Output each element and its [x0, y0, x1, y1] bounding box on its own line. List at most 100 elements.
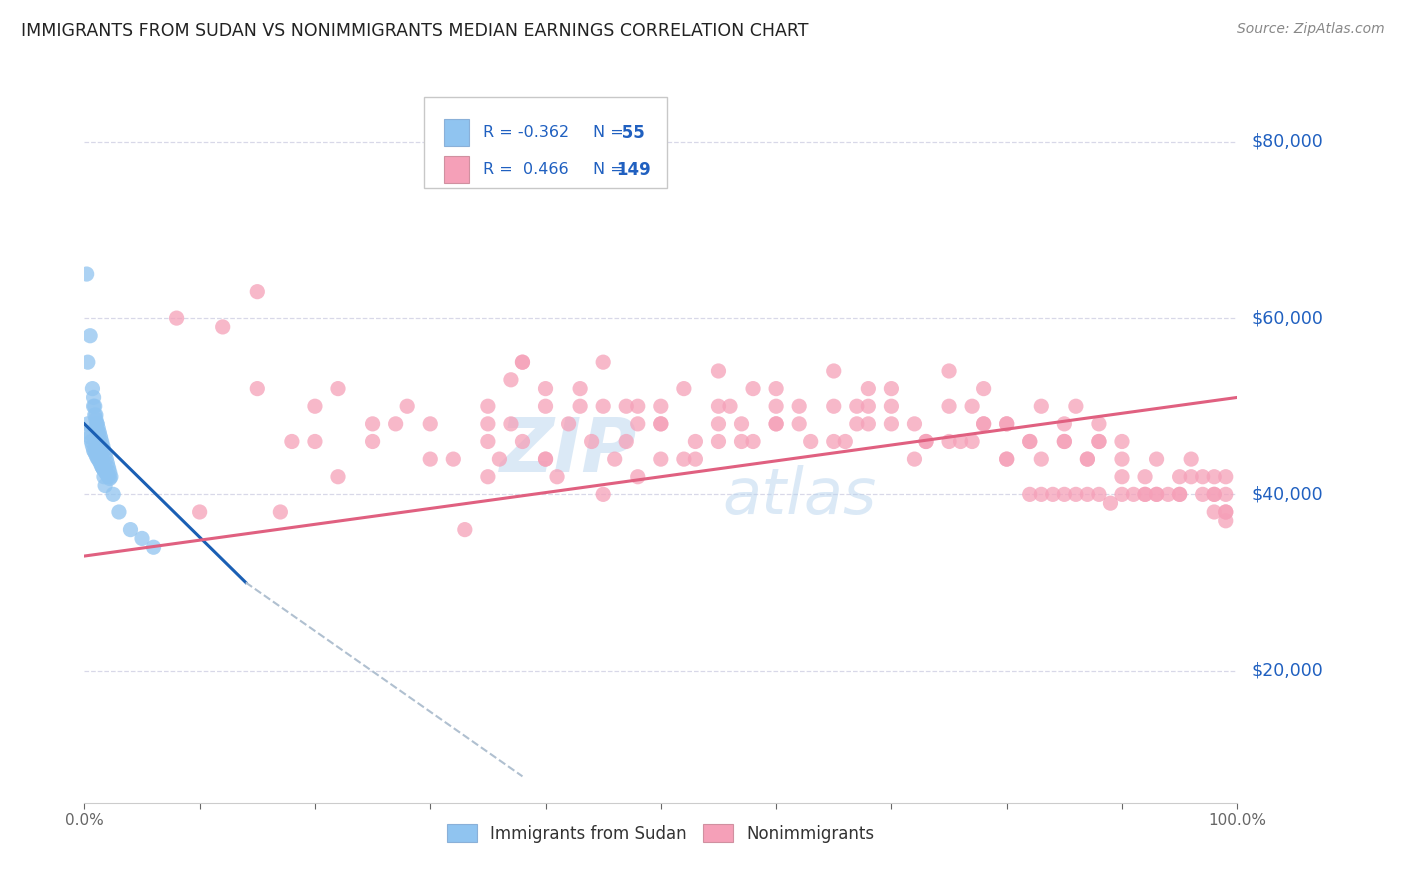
Point	[83, 408, 105, 422]
Point	[1168, 487, 1191, 501]
Point	[326, 382, 349, 396]
Point	[1157, 487, 1180, 501]
Point	[512, 355, 534, 369]
Point	[326, 469, 349, 483]
Point	[120, 523, 142, 537]
Point	[89, 434, 111, 449]
Text: N =: N =	[593, 162, 628, 178]
Point	[1204, 487, 1226, 501]
Point	[304, 399, 326, 413]
Text: ZIP: ZIP	[501, 415, 637, 488]
Text: 55: 55	[616, 124, 644, 142]
Point	[86, 450, 108, 465]
Point	[627, 417, 650, 431]
Point	[1215, 505, 1237, 519]
Point	[1111, 452, 1133, 467]
Point	[281, 434, 304, 449]
Point	[730, 417, 752, 431]
Point	[949, 434, 972, 449]
Point	[995, 417, 1018, 431]
Point	[685, 452, 707, 467]
Point	[823, 399, 845, 413]
Point	[765, 399, 787, 413]
Point	[86, 417, 108, 431]
Point	[93, 469, 115, 483]
Point	[96, 452, 118, 467]
Point	[1031, 399, 1053, 413]
Text: N =: N =	[593, 125, 628, 140]
Point	[1053, 487, 1076, 501]
Point	[1215, 469, 1237, 483]
Point	[858, 417, 880, 431]
Point	[91, 461, 114, 475]
FancyBboxPatch shape	[425, 97, 666, 188]
Point	[361, 417, 384, 431]
Point	[973, 417, 995, 431]
Point	[96, 457, 118, 471]
Point	[499, 373, 522, 387]
Point	[96, 467, 118, 482]
Point	[1122, 487, 1144, 501]
Point	[718, 399, 741, 413]
Point	[1146, 452, 1168, 467]
Point	[131, 532, 153, 546]
Point	[384, 417, 406, 431]
Point	[94, 465, 117, 479]
Point	[80, 434, 103, 449]
Point	[1111, 469, 1133, 483]
Point	[614, 399, 637, 413]
Point	[603, 452, 626, 467]
Point	[89, 454, 111, 468]
FancyBboxPatch shape	[444, 156, 470, 184]
Point	[77, 425, 100, 440]
Point	[90, 452, 112, 467]
Point	[938, 364, 960, 378]
Point	[1053, 417, 1076, 431]
Point	[98, 471, 121, 485]
Point	[1133, 487, 1156, 501]
Point	[1111, 487, 1133, 501]
Point	[97, 469, 120, 483]
Point	[83, 445, 105, 459]
Point	[1076, 452, 1098, 467]
Point	[823, 434, 845, 449]
Point	[83, 399, 105, 413]
Point	[166, 311, 188, 326]
Point	[581, 434, 603, 449]
Point	[858, 399, 880, 413]
Point	[396, 399, 419, 413]
Point	[89, 430, 111, 444]
Point	[1018, 434, 1040, 449]
Point	[903, 452, 925, 467]
Point	[512, 355, 534, 369]
Point	[1168, 469, 1191, 483]
Text: $20,000: $20,000	[1251, 662, 1323, 680]
Point	[142, 540, 165, 554]
Point	[1204, 469, 1226, 483]
Point	[938, 434, 960, 449]
Point	[650, 399, 672, 413]
Point	[823, 364, 845, 378]
Point	[1215, 487, 1237, 501]
Point	[672, 452, 695, 467]
Point	[1018, 487, 1040, 501]
Point	[1180, 452, 1202, 467]
Point	[512, 434, 534, 449]
Point	[87, 425, 110, 440]
Point	[84, 448, 107, 462]
Point	[534, 382, 557, 396]
Point	[650, 417, 672, 431]
Point	[534, 452, 557, 467]
Point	[1031, 487, 1053, 501]
Point	[707, 364, 730, 378]
Point	[82, 439, 104, 453]
Point	[84, 412, 107, 426]
Point	[419, 452, 441, 467]
Point	[89, 457, 111, 471]
Point	[627, 469, 650, 483]
Point	[90, 434, 112, 449]
Point	[86, 417, 108, 431]
Point	[87, 452, 110, 467]
Point	[880, 382, 903, 396]
Point	[742, 434, 765, 449]
